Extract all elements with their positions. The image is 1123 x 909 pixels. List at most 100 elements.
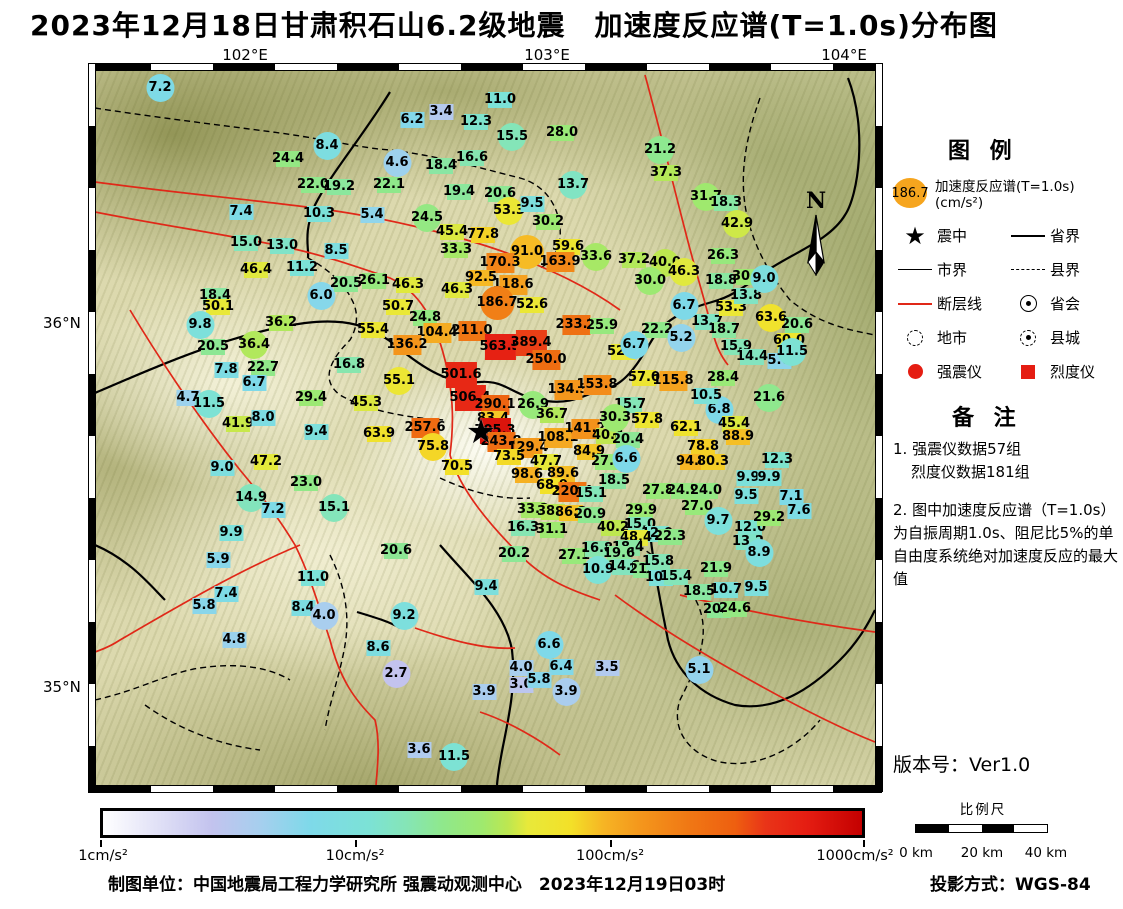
station-marker: 24.0 <box>690 483 722 499</box>
station-value-label: 53.3 <box>714 300 748 315</box>
station-value-label: 6.0 <box>309 288 333 303</box>
station-marker: 55.4 <box>357 322 389 338</box>
intensity-station-icon <box>711 322 736 338</box>
intensity-station-icon <box>176 390 200 406</box>
legend-epicenter-label: 震中 <box>937 227 968 245</box>
station-marker: 29.4 <box>295 390 327 406</box>
station-value-label: 33.3 <box>439 242 473 257</box>
station-marker: 30.3 <box>599 404 631 432</box>
station-marker: 46.3 <box>391 277 425 293</box>
intensity-station-icon <box>444 282 469 298</box>
station-marker: 52.6 <box>516 297 548 313</box>
station-value-label: 4.6 <box>385 155 409 170</box>
station-marker: 22.2 <box>641 322 673 338</box>
station-value-label: 3.0 <box>509 677 533 692</box>
station-marker: 6.4 <box>549 659 573 675</box>
station-value-label: 37.3 <box>649 165 683 180</box>
station-marker: 20.4 <box>612 432 644 448</box>
station-value-label: 21.9 <box>699 561 733 576</box>
station-value-label: 80.3 <box>696 454 730 469</box>
station-marker: 53.3 <box>714 300 748 316</box>
station-value-label: 46.3 <box>391 277 425 292</box>
station-marker: 211.0 <box>451 321 493 341</box>
station-marker: 33.6 <box>580 243 612 271</box>
station-value-label: 70.5 <box>440 459 474 474</box>
lat-tick-36N: 36°N <box>43 314 81 332</box>
intensity-station-icon <box>514 438 542 458</box>
station-marker: 3.9 <box>472 684 496 700</box>
intensity-station-icon <box>659 371 687 391</box>
station-value-label: 94.0 <box>675 454 709 469</box>
legend-sample-label: 加速度反应谱(T=1.0s) (cm/s²) <box>935 179 1075 211</box>
station-value-label: 7.8 <box>214 362 238 377</box>
scalebar-label-20: 20 km <box>960 845 1004 861</box>
station-value-label: 30.2 <box>531 214 565 229</box>
strong-motion-station-icon <box>635 267 664 295</box>
station-value-label: 6.8 <box>707 402 731 417</box>
station-value-label: 59.6 <box>551 239 585 254</box>
intensity-station-icon <box>268 315 293 331</box>
intensity-station-icon <box>733 288 758 304</box>
legend-city-boundary-label: 市界 <box>937 261 968 279</box>
station-marker: 19.4 <box>443 184 475 200</box>
intensity-meter-icon <box>1006 364 1050 379</box>
station-value-label: 24.6 <box>718 601 752 616</box>
intensity-station-icon <box>514 467 539 483</box>
intensity-station-icon <box>532 350 560 370</box>
station-value-label: 7.2 <box>148 80 172 95</box>
station-value-label: 89.6 <box>546 466 580 481</box>
fault-line-icon <box>893 302 937 305</box>
intensity-station-icon <box>300 570 325 586</box>
intensity-station-icon <box>214 586 238 602</box>
station-value-label: 46.3 <box>667 264 701 279</box>
strong-motion-station-icon <box>620 331 648 359</box>
intensity-station-icon <box>621 252 646 268</box>
station-marker: 18.7 <box>708 322 740 338</box>
intensity-station-icon <box>470 227 495 243</box>
station-marker: 4.6 <box>383 149 411 177</box>
station-value-label: 11.0 <box>296 570 330 585</box>
county-seat-icon <box>1006 329 1050 346</box>
station-value-label: 9.0 <box>210 460 234 475</box>
intensity-station-icon <box>634 412 659 428</box>
intensity-station-icon <box>360 322 385 338</box>
station-marker: 16.3 <box>507 520 539 536</box>
epicenter-star-icon: ★ <box>465 412 497 452</box>
station-value-label: 12.3 <box>760 452 794 467</box>
strong-motion-station-icon <box>236 484 265 512</box>
intensity-station-icon <box>600 520 625 536</box>
intensity-station-icon <box>275 151 300 167</box>
colorbar-tick <box>100 840 102 847</box>
station-value-label: 10.9 <box>581 562 615 577</box>
station-value-label: 10.5 <box>689 388 723 403</box>
station-marker: 6.7 <box>242 375 266 391</box>
strong-motion-station-icon <box>146 74 174 102</box>
intensity-station-icon <box>443 242 468 258</box>
legend-intensity-meter-label: 烈度仪 <box>1050 363 1096 381</box>
station-value-label: 78.8 <box>686 439 720 454</box>
scalebar-label-40: 40 km <box>1024 845 1068 861</box>
intensity-station-icon <box>333 276 358 292</box>
station-value-label: 5.4 <box>360 207 384 222</box>
station-value-label: 13.8 <box>729 288 763 303</box>
station-value-label: 92.5 <box>464 270 498 285</box>
station-marker: 92.5 <box>464 270 498 286</box>
intensity-station-icon <box>684 499 709 515</box>
notes-box: 1. 强震仪数据57组 烈度仪数据181组 2. 图中加速度反应谱（T=1.0s… <box>893 438 1123 606</box>
station-value-label: 14.6 <box>607 559 641 574</box>
station-value-label: 501.6 <box>440 367 482 382</box>
station-value-label: 8.0 <box>251 410 275 425</box>
epicenter-star-icon: ★ <box>904 221 926 250</box>
station-marker: 30.2 <box>531 214 565 230</box>
station-marker: 55.1 <box>383 367 415 395</box>
station-value-label: 22.0 <box>296 177 330 192</box>
footer-projection: 投影方式：WGS-84 <box>930 875 1091 895</box>
station-value-label: 45.4 <box>435 224 469 239</box>
map-region: 7.2 8.4 24.4 22.0 19.2 7.4 10.3 15.0 13.0 8.5 46.4… <box>43 46 883 793</box>
legend-title: 图 例 <box>948 139 1018 164</box>
strong-motion-station-icon <box>194 390 223 418</box>
intensity-station-icon <box>269 238 294 254</box>
station-marker: 4.0 <box>509 660 533 676</box>
station-marker: 63.9 <box>363 426 395 442</box>
station-marker: 9.5 <box>744 580 768 596</box>
